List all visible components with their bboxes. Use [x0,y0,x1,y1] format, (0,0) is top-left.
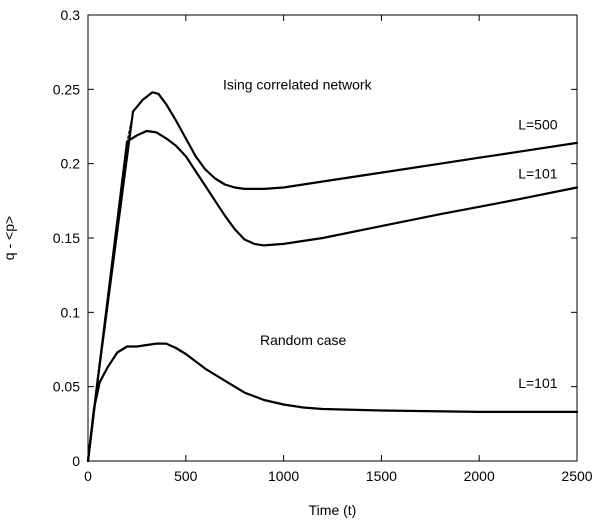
y-tick-label: 0.2 [61,156,81,172]
axis-layer: 0 500 1000 1500 2000 2500 0 0.05 0.1 0.15 0.2 0.25 0… [53,7,593,484]
x-tick-label: 1000 [268,468,299,484]
y-tick-label: 0.15 [53,230,80,246]
annotation-label: Ising correlated network [223,76,373,92]
x-tick-label: 0 [84,468,92,484]
annotation-label: L=500 [518,116,558,132]
annotation-label: Random case [260,332,347,348]
series-layer [86,91,579,463]
y-tick-label: 0.3 [61,7,81,23]
y-tick-label: 0.25 [53,81,80,97]
x-axis-title: Time (t) [309,502,357,518]
x-tick-label: 500 [174,468,198,484]
x-tick-label: 2500 [561,468,592,484]
series-line [86,91,579,463]
series-line [86,129,579,463]
y-axis-title: q - <p> [1,216,17,260]
series-line [86,342,579,463]
annotation-layer: Ising correlated network L=500 L=101 Random… [223,76,558,391]
x-tick-label: 1500 [366,468,397,484]
y-tick-label: 0.1 [61,304,81,320]
y-tick-label: 0.05 [53,379,80,395]
annotation-label: L=101 [518,375,558,391]
y-tick-label: 0 [72,453,80,469]
series-line [87,111,134,462]
annotation-label: L=101 [518,166,558,182]
x-tick-label: 2000 [464,468,495,484]
